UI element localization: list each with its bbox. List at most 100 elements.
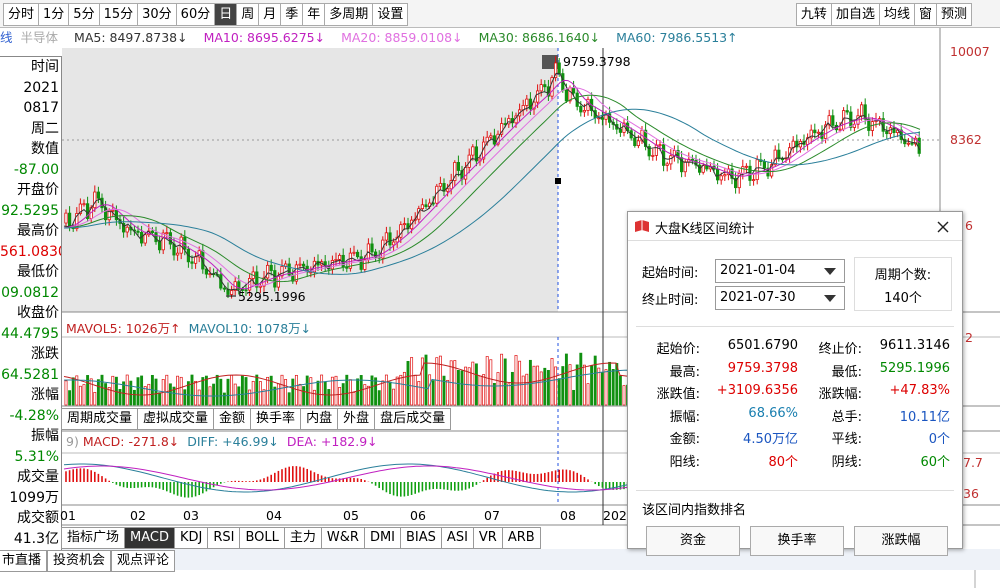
tool-button[interactable]: 加自选 [830,3,880,26]
volume-bar [510,371,514,406]
candle-body [683,161,687,173]
candle-body [734,177,738,189]
dropdown-arrows [824,268,836,302]
period-button[interactable]: 季 [280,3,304,26]
volume-bar [100,374,104,406]
candle-body [229,290,234,295]
candle-body [575,92,579,107]
info-row: 5.31% [14,448,59,465]
candle-body [96,191,100,199]
volume-bar [507,383,511,406]
volume-tab[interactable]: 金额 [213,408,252,430]
divider [636,326,954,327]
period-button[interactable]: 分时 [3,3,40,26]
period-button[interactable]: 15分 [98,3,139,26]
indicator-tab[interactable]: W&R [320,527,365,549]
candle-body [773,149,777,166]
indicator-tab[interactable]: RSI [207,527,241,549]
info-row: 成交量 [17,469,59,485]
ranking-button[interactable]: 资金 [646,526,740,556]
bottom-tab[interactable]: 市直播 [0,550,48,572]
bottom-tab[interactable]: 观点评论 [111,550,176,572]
volume-bar [428,374,432,406]
volume-bar [489,359,493,406]
period-button[interactable]: 周 [236,3,260,26]
volume-bar [190,374,194,406]
period-button[interactable]: 设置 [372,3,409,26]
indicator-tab[interactable]: BOLL [239,527,285,549]
candle-body [716,168,720,181]
period-button[interactable]: 60分 [175,3,216,26]
volume-bar [622,385,626,406]
close-button[interactable] [936,220,950,234]
tool-button[interactable]: 九转 [795,3,832,26]
indicator-tab[interactable]: ASI [440,527,474,549]
tool-button[interactable]: 均线 [878,3,915,26]
indicator-tab[interactable]: BIAS [400,527,442,549]
candle-body [723,174,727,177]
indicator-tab[interactable]: DMI [363,527,402,549]
volume-bar [568,364,572,406]
period-button[interactable]: 月 [258,3,282,26]
candle-body [906,142,911,145]
info-panel: 时间 2021 0817 周二 数值 -87.00 开盘价 92.5295 最高价 561.083… [0,56,62,551]
volume-tab[interactable]: 内盘 [300,408,339,430]
period-buttons: 分时 1分 5分 15分 30分 60分日周月季年多周期 设置 [3,3,409,26]
stat-value: +3109.6356 [716,383,798,398]
candle-body [157,241,162,251]
volume-tab[interactable]: 周期成交量 [61,408,139,430]
candle-body [122,222,126,233]
candle-body [388,232,392,246]
volume-tab[interactable]: 外盘 [337,408,376,430]
volume-bar [204,375,208,406]
volume-bar [442,375,446,406]
info-row: 64.5281 [1,366,59,383]
info-row: 收盘价 [17,305,59,321]
candle-body [143,234,147,244]
volume-bar [165,374,169,406]
indicator-tab[interactable]: 主力 [283,527,322,549]
period-button[interactable]: 5分 [68,3,100,26]
candle-body [352,251,356,254]
tool-button[interactable]: 窗 [913,3,937,26]
stat-label: 平线: [831,432,862,447]
candle-body [420,204,425,210]
volume-tab[interactable]: 盘后成交量 [374,408,452,430]
candle-body [489,135,493,138]
range-point [555,178,561,184]
indicator-tab[interactable]: KDJ [173,527,209,549]
candle-body [438,183,443,187]
end-value: 2021-07-30 [720,290,796,305]
ranking-button[interactable]: 换手率 [750,526,844,556]
stat-label: 最高: [669,364,700,380]
info-row: 最低价 [17,264,59,280]
stat-value: 9611.3146 [879,338,950,353]
stat-label: 终止价: [818,342,862,357]
indicator-tab[interactable]: 指标广场 [61,527,126,549]
volume-bar [521,375,525,406]
ranking-button[interactable]: 涨跌幅 [854,526,948,556]
volume-bar [287,392,291,406]
volume-bar [615,363,619,406]
volume-bar [262,389,266,406]
selected-range [62,48,558,312]
bottom-tab[interactable]: 投资机会 [47,550,112,572]
period-button[interactable]: 日 [214,3,238,26]
period-button[interactable]: 30分 [137,3,177,26]
start-select[interactable]: 2021-01-04 [715,259,845,283]
volume-bar [158,392,162,406]
indicator-tab[interactable]: VR [472,527,503,549]
period-button[interactable]: 年 [302,3,326,26]
tool-button[interactable]: 预测 [935,3,972,26]
volume-tab[interactable]: 虚拟成交量 [137,408,215,430]
ma-line [63,108,921,275]
indicator-tab[interactable]: MACD [124,527,175,549]
volume-bar [456,369,460,406]
period-button[interactable]: 1分 [38,3,70,26]
volume-tab[interactable]: 换手率 [250,408,302,430]
period-button[interactable]: 多周期 [324,3,374,26]
end-select[interactable]: 2021-07-30 [715,286,845,310]
volume-bar [64,380,68,406]
indicator-tab[interactable]: ARB [501,527,541,549]
